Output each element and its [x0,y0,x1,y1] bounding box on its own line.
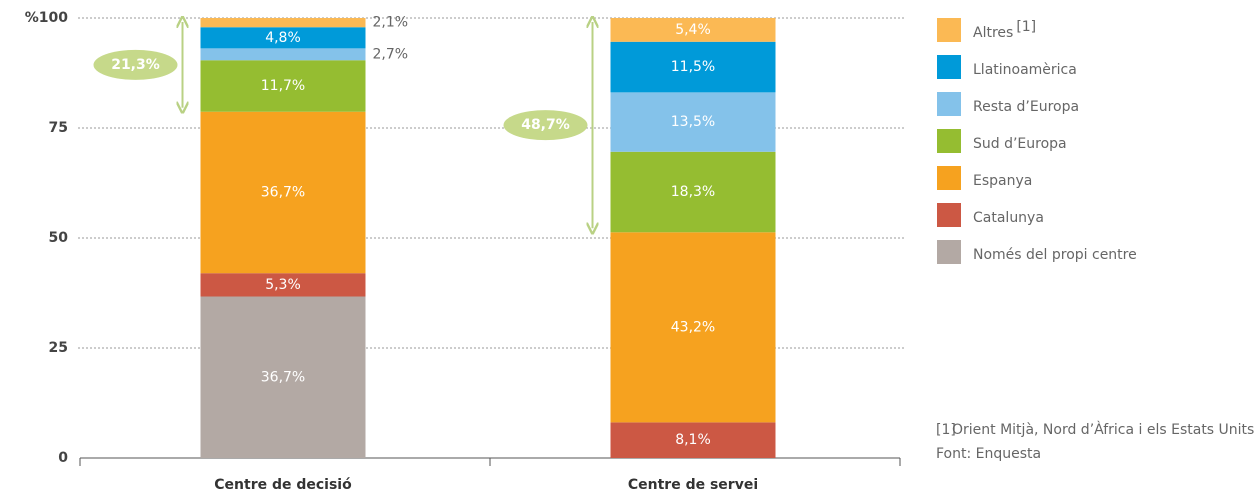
data-label: 36,7% [261,184,305,200]
data-label: 13,5% [671,114,715,130]
annotation-label: 48,7% [521,117,570,133]
bar-segment [610,232,776,423]
data-label: 11,7% [261,78,305,94]
data-label: 5,4% [675,22,711,38]
legend-swatch [937,166,961,190]
bar-segment [200,111,366,274]
annotation-label: 21,3% [111,57,160,73]
legend-label: Espanya [973,173,1032,189]
y-tick-label: 0 [58,450,68,466]
legend-label: Catalunya [973,210,1044,226]
footnote-text: Orient Mitjà, Nord d’Àfrica i els Estats… [952,421,1254,438]
data-label: 2,7% [373,46,409,62]
data-label: 4,8% [265,30,301,46]
bar-segment [610,422,776,458]
bar-segment [200,60,366,112]
bar-segment [610,18,776,42]
legend-swatch [937,240,961,264]
bar-segment [200,273,366,297]
data-label: 36,7% [261,369,305,385]
legend-label: Només del propi centre [973,247,1137,263]
data-label: 8,1% [675,432,711,448]
legend-swatch [937,129,961,153]
legend-label: Llatinoamèrica [973,62,1077,78]
data-label: 43,2% [671,319,715,335]
bar-segment [200,18,366,28]
data-label: 18,3% [671,184,715,200]
bar-segment [610,151,776,233]
bar-segment [200,27,366,49]
annotation-bubble [93,49,178,80]
bar-segment [200,48,366,61]
y-tick-label: 25 [49,340,68,356]
bar-segment [610,41,776,93]
footnote-marker: [1] [936,422,956,438]
data-label: 11,5% [671,59,715,75]
data-label: 2,1% [373,15,409,31]
legend-label: Altres [973,25,1013,41]
y-tick-label: 75 [49,120,68,136]
y-tick-label: 50 [49,230,69,246]
x-tick-label: Centre de decisió [214,477,352,493]
y-tick-label: %100 [25,10,69,26]
legend-note: [1] [1016,19,1036,35]
legend-swatch [937,55,961,79]
legend-swatch [937,92,961,116]
source: Font: Enquesta [936,446,1041,462]
x-tick-label: Centre de servei [628,477,758,493]
legend-label: Resta d’Europa [973,99,1079,115]
bar-segment [610,92,776,152]
bar-segment [200,296,366,458]
legend-swatch [937,18,961,42]
data-label: 5,3% [265,277,301,293]
annotation-bubble [503,110,588,141]
legend-swatch [937,203,961,227]
legend-label: Sud d’Europa [973,136,1067,152]
